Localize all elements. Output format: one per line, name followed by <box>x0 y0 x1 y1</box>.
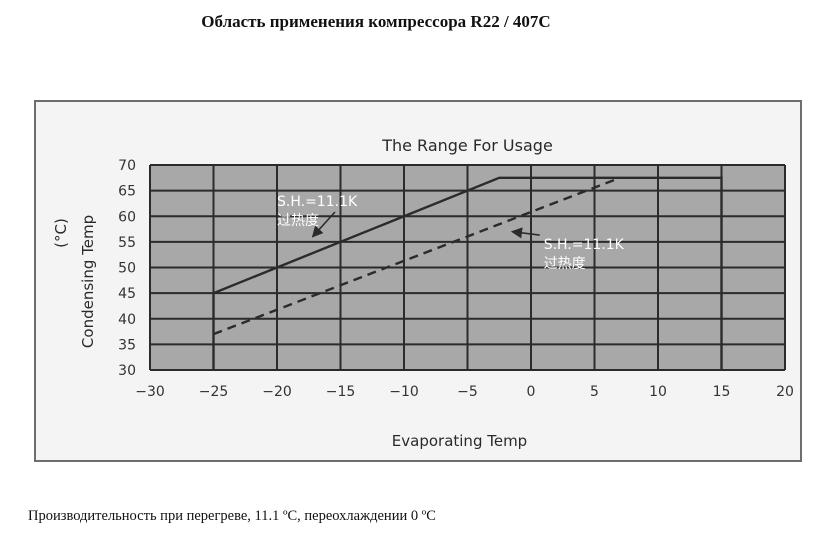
x-tick-label: −30 <box>135 384 165 400</box>
y-tick-label: 45 <box>118 286 136 302</box>
annotation-arrow-2 <box>510 227 540 239</box>
performance-caption: Производительность при перегреве, 11.1 º… <box>28 508 436 524</box>
x-tick-label: −25 <box>199 384 229 400</box>
annotation-layer: S.H.=11.1K 过热度 S.H.=11.1K 过热度 <box>277 194 625 272</box>
document-title: Область применения компрессора R22 / 407… <box>201 12 551 31</box>
x-tick-label: −15 <box>326 384 356 400</box>
y-axis-unit: (°C) <box>52 218 70 248</box>
y-tick-label: 40 <box>118 312 136 328</box>
y-tick-label: 70 <box>118 158 136 174</box>
solid-range-boundary <box>212 176 723 370</box>
y-tick-label: 60 <box>118 209 136 225</box>
x-tick-label: 20 <box>776 384 794 400</box>
y-axis-ticks: 30 35 40 45 50 55 60 65 70 <box>118 158 136 379</box>
y-tick-label: 30 <box>118 363 136 379</box>
annotation-superheat-cn-2: 过热度 <box>544 256 586 272</box>
chart-title: The Range For Usage <box>381 136 553 155</box>
annotation-superheat-1: S.H.=11.1K <box>277 194 358 210</box>
annotation-arrow-1 <box>311 211 336 238</box>
x-axis-ticks: −30 −25 −20 −15 −10 −5 0 5 10 15 20 <box>135 384 794 400</box>
x-tick-label: 15 <box>713 384 731 400</box>
y-tick-label: 50 <box>118 261 136 277</box>
x-tick-label: 0 <box>527 384 536 400</box>
y-tick-label: 35 <box>118 337 136 353</box>
x-tick-label: −5 <box>457 384 478 400</box>
x-tick-label: 10 <box>649 384 667 400</box>
x-tick-label: −10 <box>389 384 419 400</box>
y-axis-label: Condensing Temp <box>79 215 97 348</box>
dashed-range-line <box>213 176 621 336</box>
y-tick-label: 65 <box>118 184 136 200</box>
x-axis-label: Evaporating Temp <box>392 432 527 450</box>
y-tick-label: 55 <box>118 235 136 251</box>
annotation-superheat-2: S.H.=11.1K <box>544 237 625 253</box>
series-layer <box>212 176 723 370</box>
x-tick-label: 5 <box>590 384 599 400</box>
grid <box>149 164 786 371</box>
annotation-superheat-cn-1: 过热度 <box>277 213 319 229</box>
x-tick-label: −20 <box>262 384 292 400</box>
